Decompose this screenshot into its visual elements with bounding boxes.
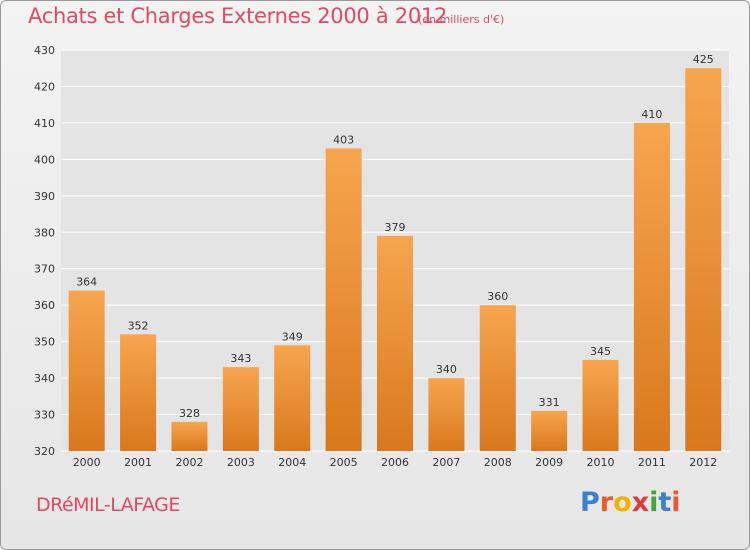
data-label: 349: [282, 330, 303, 343]
y-tick-label: 400: [34, 153, 55, 166]
x-tick-label: 2000: [73, 456, 101, 469]
data-label: 403: [333, 133, 354, 146]
bar-2011: [633, 122, 670, 451]
data-label: 410: [641, 108, 662, 121]
data-label: 364: [76, 276, 97, 289]
x-tick-label: 2007: [432, 456, 460, 469]
bar-2003: [222, 367, 259, 451]
bar-2008: [479, 305, 516, 451]
chart-title: Achats et Charges Externes 2000 à 2012: [28, 4, 448, 28]
data-label: 379: [385, 221, 406, 234]
bar-2006: [377, 235, 413, 451]
bar-2005: [325, 148, 362, 451]
data-label: 328: [179, 407, 200, 420]
logo-letter: i: [649, 487, 659, 518]
data-label: 331: [539, 396, 560, 409]
y-tick-label: 370: [34, 263, 55, 276]
data-label: 345: [590, 345, 611, 358]
y-tick-label: 330: [34, 409, 55, 422]
proxiti-logo: Proxiti: [580, 487, 681, 518]
logo-letter: i: [671, 487, 681, 518]
bar-2002: [171, 421, 208, 451]
x-tick-label: 2008: [484, 456, 512, 469]
bar-2004: [274, 345, 311, 451]
x-tick-label: 2009: [535, 456, 563, 469]
logo-letter: x: [631, 487, 650, 518]
y-tick-label: 350: [34, 336, 55, 349]
commune-name: DRéMIL-LAFAGE: [36, 494, 180, 516]
bar-2009: [531, 410, 568, 451]
bar-2000: [68, 290, 105, 451]
y-tick-label: 430: [34, 44, 55, 57]
y-axis-ticks: 320 330 340 350 360 370 380 390 400 410 420 430: [34, 44, 55, 458]
chart-unit: (en milliers d'€): [418, 13, 505, 26]
logo-letter: r: [599, 487, 614, 518]
y-tick-label: 380: [34, 226, 55, 239]
data-label: 360: [487, 290, 508, 303]
data-label: 340: [436, 363, 457, 376]
y-tick-label: 320: [34, 445, 55, 458]
y-tick-label: 390: [34, 190, 55, 203]
x-tick-label: 2010: [587, 456, 615, 469]
x-tick-label: 2005: [330, 456, 358, 469]
y-tick-label: 420: [34, 80, 55, 93]
data-labels: 364 352 328 343 349 403 379 340 360 331 345 410 425: [76, 53, 714, 420]
x-tick-label: 2003: [227, 456, 255, 469]
bars: [68, 68, 722, 452]
logo-letter: o: [613, 487, 632, 518]
x-tick-label: 2011: [638, 456, 666, 469]
bar-2012: [685, 68, 722, 452]
y-tick-label: 410: [34, 117, 55, 130]
y-tick-label: 340: [34, 372, 55, 385]
y-tick-label: 360: [34, 299, 55, 312]
x-tick-label: 2006: [381, 456, 409, 469]
data-label: 352: [128, 319, 149, 332]
logo-letter: P: [580, 487, 600, 518]
x-tick-label: 2002: [175, 456, 203, 469]
logo-letter: t: [658, 487, 672, 518]
bar-2007: [428, 378, 465, 451]
x-tick-label: 2004: [278, 456, 306, 469]
bar-2001: [120, 334, 157, 451]
x-tick-label: 2001: [124, 456, 152, 469]
data-label: 425: [693, 53, 714, 66]
x-tick-label: 2012: [689, 456, 717, 469]
bar-2010: [582, 359, 619, 451]
x-axis-ticks: 2000 2001 2002 2003 2004 2005 2006 2007 2008 2009…: [73, 456, 718, 469]
data-label: 343: [230, 352, 251, 365]
